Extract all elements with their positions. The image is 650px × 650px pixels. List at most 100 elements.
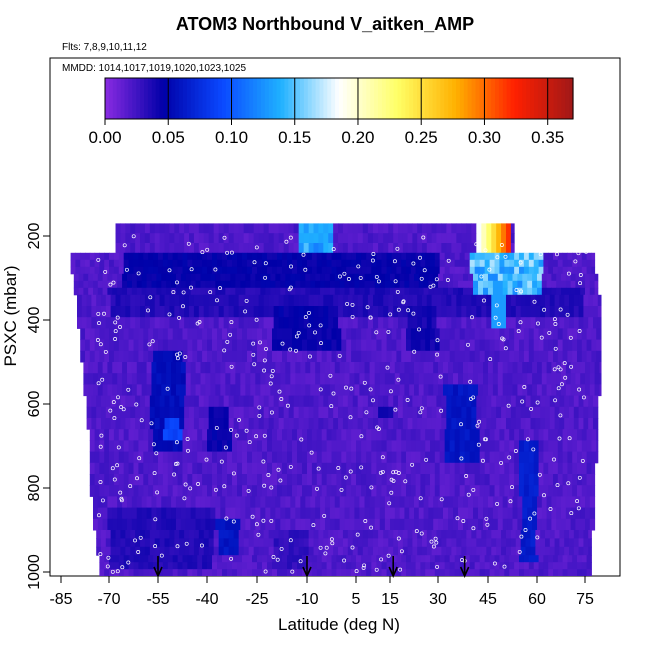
heatmap-cell bbox=[318, 546, 324, 556]
heatmap-cell bbox=[228, 306, 235, 318]
heatmap-cell bbox=[446, 317, 452, 329]
heatmap-cell bbox=[551, 518, 557, 531]
heatmap-cell bbox=[96, 317, 102, 329]
heatmap-cell bbox=[479, 485, 486, 497]
heatmap-cell bbox=[336, 266, 342, 275]
heatmap-cell bbox=[243, 530, 250, 539]
heatmap-cell bbox=[561, 362, 567, 374]
heatmap-cell bbox=[546, 273, 552, 282]
heatmap-cell bbox=[278, 294, 285, 307]
heatmap-cell bbox=[438, 362, 444, 374]
heatmap-cell bbox=[238, 233, 245, 244]
heatmap-cell bbox=[195, 273, 201, 282]
heatmap-cell bbox=[326, 440, 332, 453]
heatmap-cell bbox=[415, 339, 421, 352]
heatmap-cell bbox=[187, 339, 193, 352]
heatmap-cell bbox=[154, 538, 161, 548]
heatmap-cell bbox=[169, 306, 175, 318]
heatmap-cell bbox=[554, 317, 560, 329]
heatmap-cell bbox=[464, 569, 471, 576]
heatmap-cell bbox=[381, 474, 388, 486]
heatmap-cell bbox=[207, 462, 213, 475]
heatmap-cell bbox=[528, 252, 535, 261]
heatmap-cell bbox=[336, 555, 342, 563]
heatmap-cell bbox=[288, 223, 295, 234]
sample-point bbox=[110, 466, 115, 471]
heatmap-cell bbox=[253, 395, 260, 408]
colorbar-segment bbox=[397, 78, 402, 119]
heatmap-cell bbox=[570, 273, 576, 282]
heatmap-cell bbox=[530, 546, 536, 556]
heatmap-cell bbox=[484, 266, 491, 275]
heatmap-cell bbox=[245, 507, 251, 520]
heatmap-cell bbox=[99, 266, 105, 275]
heatmap-cell bbox=[89, 328, 96, 341]
heatmap-cell bbox=[258, 294, 265, 307]
heatmap-cell bbox=[567, 462, 573, 475]
sample-point bbox=[519, 534, 524, 539]
heatmap-cell bbox=[492, 507, 499, 520]
heatmap-cell bbox=[258, 395, 265, 408]
heatmap-cell bbox=[321, 429, 328, 441]
heatmap-cell bbox=[190, 496, 197, 509]
heatmap-cell bbox=[192, 328, 198, 341]
heatmap-cell bbox=[464, 350, 471, 363]
heatmap-cell bbox=[523, 474, 530, 486]
sample-point bbox=[419, 406, 424, 411]
heatmap-cell bbox=[267, 555, 273, 563]
heatmap-cell bbox=[596, 440, 599, 453]
heatmap-cell bbox=[154, 223, 161, 234]
heatmap-cell bbox=[376, 252, 382, 261]
heatmap-cell bbox=[451, 306, 457, 318]
heatmap-cell bbox=[297, 266, 303, 275]
heatmap-cell bbox=[243, 418, 250, 430]
heatmap-cell bbox=[238, 317, 245, 329]
heatmap-cell bbox=[141, 507, 148, 520]
heatmap-cell bbox=[262, 555, 268, 563]
heatmap-cell bbox=[391, 328, 397, 341]
heatmap-cell bbox=[535, 538, 541, 548]
heatmap-cell bbox=[138, 328, 144, 341]
sample-point bbox=[342, 271, 347, 276]
heatmap-cell bbox=[461, 418, 467, 430]
heatmap-cell bbox=[434, 451, 441, 464]
heatmap-cell bbox=[104, 562, 110, 570]
heatmap-cell bbox=[463, 287, 469, 296]
heatmap-cell bbox=[352, 243, 359, 254]
heatmap-cell bbox=[459, 462, 466, 475]
heatmap-cell bbox=[456, 306, 462, 318]
sample-point bbox=[567, 436, 572, 441]
heatmap-cell bbox=[492, 384, 499, 397]
heatmap-cell bbox=[354, 384, 360, 397]
heatmap-cell bbox=[409, 287, 415, 296]
heatmap-cell bbox=[213, 294, 220, 307]
heatmap-cell bbox=[394, 273, 401, 282]
heatmap-cell bbox=[333, 223, 339, 234]
heatmap-cell bbox=[265, 280, 271, 289]
heatmap-cell bbox=[492, 362, 499, 374]
heatmap-cell bbox=[257, 555, 263, 563]
heatmap-cell bbox=[331, 485, 337, 497]
heatmap-cell bbox=[581, 339, 588, 352]
heatmap-cell bbox=[446, 530, 452, 539]
heatmap-cell bbox=[313, 538, 319, 548]
heatmap-cell bbox=[478, 287, 484, 296]
heatmap-cell bbox=[517, 280, 523, 289]
heatmap-cell bbox=[313, 306, 319, 318]
heatmap-cell bbox=[394, 518, 401, 531]
sample-point bbox=[535, 400, 540, 405]
colorbar-segment bbox=[167, 78, 172, 119]
sample-point bbox=[371, 252, 376, 256]
heatmap-cell bbox=[217, 462, 223, 475]
heatmap-cell bbox=[128, 474, 134, 486]
heatmap-cell bbox=[250, 518, 256, 531]
heatmap-cell bbox=[263, 418, 270, 430]
heatmap-cell bbox=[136, 280, 143, 289]
sample-point bbox=[110, 569, 115, 574]
heatmap-cell bbox=[334, 384, 341, 397]
heatmap-cell bbox=[270, 287, 276, 296]
colorbar-segment bbox=[428, 78, 434, 119]
heatmap-cell bbox=[288, 317, 295, 329]
heatmap-cell bbox=[525, 306, 531, 318]
heatmap-cell bbox=[336, 252, 342, 261]
